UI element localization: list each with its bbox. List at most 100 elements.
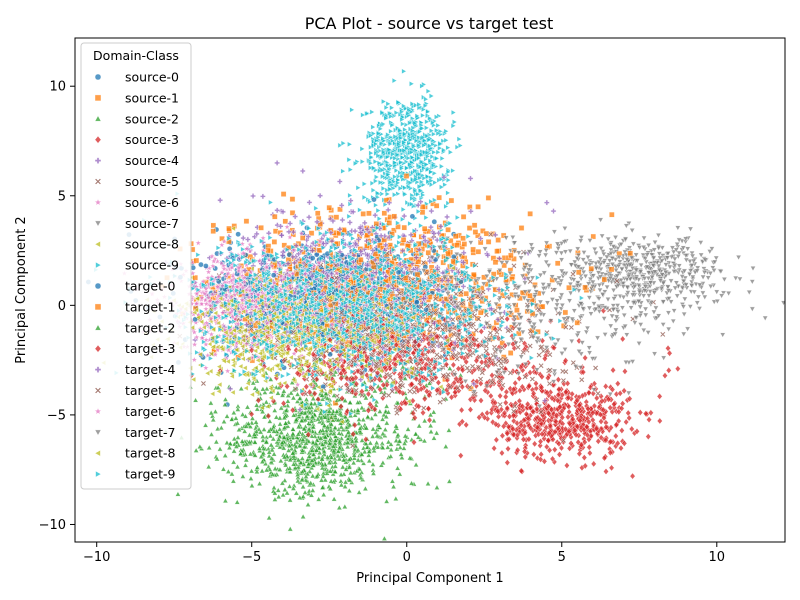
data-point [227,440,234,446]
data-point [517,387,523,395]
data-point [617,389,624,397]
data-point [356,489,363,495]
data-point [308,464,315,471]
data-point [282,218,289,225]
data-point [566,408,572,416]
data-point [294,477,301,484]
data-point [306,468,313,474]
data-point [595,437,602,445]
data-point [226,444,233,450]
data-point [552,428,558,436]
data-point [230,409,237,415]
data-point [321,422,328,428]
data-point [239,473,246,479]
data-point [580,368,587,376]
data-point [586,443,593,451]
data-point [248,475,254,481]
data-point [253,402,260,408]
data-point [350,459,357,466]
data-point [233,443,240,449]
data-point [351,452,358,458]
data-point [618,444,624,452]
data-point [565,413,571,421]
data-point [271,239,278,245]
data-point [175,491,181,497]
data-point [347,469,354,476]
data-point [436,194,442,201]
data-point [598,434,605,442]
data-point [395,224,401,230]
data-point [222,401,228,407]
data-point [299,455,306,461]
data-point [598,418,604,425]
data-point [247,423,254,429]
data-point [371,196,377,203]
data-point [381,210,388,217]
data-point [276,426,283,432]
data-point [322,476,329,483]
data-point [222,452,229,458]
data-point [230,459,237,465]
data-point [581,438,588,446]
data-point [281,486,288,492]
data-point [601,414,607,422]
data-point [288,445,295,452]
data-point [259,408,266,414]
data-point [318,477,325,483]
data-point [253,419,259,425]
data-point [212,408,219,414]
data-point [599,397,605,405]
data-point [646,416,652,424]
data-point [213,438,220,445]
chart-title: PCA Plot - source vs target test [305,14,554,33]
data-point [533,384,540,392]
data-point [286,483,293,489]
data-point [587,449,593,457]
data-point [558,444,565,452]
data-point [320,491,327,497]
data-point [290,412,297,418]
data-point [585,418,592,426]
data-point [370,426,377,432]
data-point [271,484,277,490]
data-point [520,435,527,443]
data-point [499,449,505,457]
data-point [281,477,288,483]
data-point [296,442,303,448]
data-point [242,413,249,419]
data-point [246,438,253,445]
data-point [280,388,287,394]
data-point [205,463,212,470]
data-point [261,389,268,395]
data-point [320,473,327,479]
data-point [457,452,464,460]
data-point [614,380,621,388]
data-point [369,461,376,467]
data-point [269,446,276,453]
data-point [242,462,249,468]
data-point [234,499,241,505]
data-point [284,423,291,429]
data-point [598,425,604,433]
data-point [365,452,372,458]
data-point [359,437,366,443]
data-point [225,468,232,474]
data-point [249,482,255,488]
data-point [472,229,479,235]
data-point [301,443,308,450]
data-point [628,425,635,433]
data-point [256,480,263,486]
data-point [277,457,284,464]
data-point [289,196,296,202]
data-point [268,455,275,461]
data-point [573,431,579,439]
data-point [553,418,559,425]
data-point [302,477,309,483]
data-point [263,466,270,473]
data-point [260,449,267,456]
data-point [355,446,361,453]
data-point [346,456,353,462]
data-point [315,496,322,502]
data-point [339,463,346,470]
data-point [331,496,338,502]
